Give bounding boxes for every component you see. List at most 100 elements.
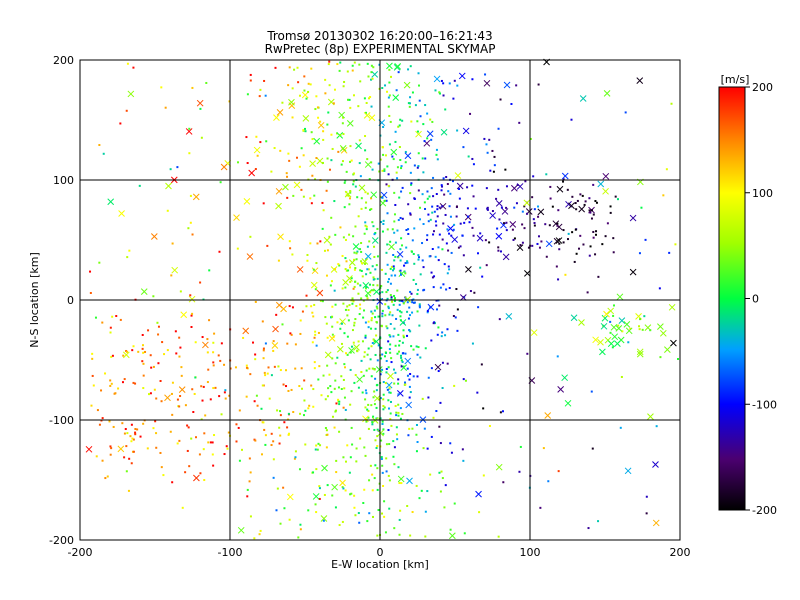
data-point <box>570 118 573 121</box>
data-point-cross <box>339 145 347 152</box>
data-point <box>253 537 256 540</box>
data-point <box>340 375 343 378</box>
data-point <box>349 160 352 163</box>
data-point <box>110 447 113 450</box>
data-point <box>418 303 421 306</box>
data-point <box>364 191 367 194</box>
data-point <box>179 395 182 398</box>
data-point <box>378 170 381 173</box>
data-point <box>407 317 410 320</box>
data-point <box>341 122 344 125</box>
data-point <box>142 351 145 354</box>
data-point <box>209 398 212 401</box>
data-point <box>318 497 321 500</box>
data-point <box>398 310 401 313</box>
data-point <box>304 409 307 412</box>
data-point <box>424 104 427 107</box>
data-point <box>191 312 194 315</box>
data-point <box>412 348 415 351</box>
data-point <box>337 263 340 266</box>
data-point <box>159 451 162 454</box>
data-point <box>377 509 380 512</box>
data-point <box>384 272 387 275</box>
data-point <box>312 315 315 318</box>
data-point <box>374 439 377 442</box>
data-point <box>486 208 489 211</box>
data-point <box>365 228 368 231</box>
data-point <box>526 352 529 355</box>
data-point-cross <box>140 288 148 295</box>
data-point <box>186 449 189 452</box>
data-point <box>436 205 439 208</box>
data-point <box>432 233 435 236</box>
data-point <box>317 116 320 119</box>
data-point <box>171 413 174 416</box>
data-point <box>420 489 423 492</box>
data-point <box>200 385 203 388</box>
chart-title: Tromsø 20130302 16:20:00–16:21:43 <box>266 29 492 43</box>
data-point <box>311 138 314 141</box>
data-point-cross <box>489 212 497 219</box>
data-point <box>448 268 451 271</box>
data-point <box>409 534 412 537</box>
data-point <box>360 269 363 272</box>
data-point <box>190 437 193 440</box>
data-point <box>497 535 500 538</box>
data-point <box>382 484 385 487</box>
data-point <box>444 484 447 487</box>
data-point <box>202 448 205 451</box>
data-point <box>314 448 317 451</box>
data-point <box>367 403 370 406</box>
data-point <box>275 313 278 316</box>
data-point <box>309 197 312 200</box>
data-point <box>389 418 392 421</box>
data-point <box>338 403 341 406</box>
data-point <box>364 287 367 290</box>
data-point <box>383 355 386 358</box>
data-point <box>399 248 402 251</box>
data-point <box>343 396 346 399</box>
data-point <box>360 242 363 245</box>
data-point <box>391 300 394 303</box>
data-point <box>260 453 263 456</box>
data-point <box>253 400 256 403</box>
data-point <box>526 212 529 215</box>
data-point <box>479 232 482 235</box>
data-point <box>417 346 420 349</box>
data-point <box>410 182 413 185</box>
data-point <box>353 61 356 64</box>
data-point-cross <box>233 214 240 221</box>
data-point <box>385 325 388 328</box>
data-point <box>443 263 446 266</box>
data-point <box>621 330 624 333</box>
data-point <box>346 353 349 356</box>
data-point <box>373 428 376 431</box>
data-point <box>455 215 458 218</box>
data-point <box>126 256 129 259</box>
data-point <box>445 288 448 291</box>
data-point <box>355 460 358 463</box>
data-point <box>361 340 364 343</box>
data-point <box>302 129 305 132</box>
data-point <box>589 211 592 214</box>
data-point-cross <box>597 338 604 346</box>
data-point <box>639 318 642 321</box>
data-point <box>240 448 243 451</box>
data-point <box>381 471 384 474</box>
data-point <box>345 170 348 173</box>
data-point <box>638 325 641 328</box>
data-point <box>184 471 187 474</box>
data-point <box>356 350 359 353</box>
data-point <box>521 241 524 244</box>
data-point <box>327 63 330 66</box>
data-point-cross <box>237 526 245 534</box>
data-point <box>131 349 134 352</box>
data-point <box>438 304 441 307</box>
data-point <box>313 336 316 339</box>
data-point <box>348 203 351 206</box>
data-point <box>365 273 368 276</box>
data-point <box>376 488 379 491</box>
data-point <box>288 159 291 162</box>
data-point <box>362 316 365 319</box>
data-point <box>414 104 417 107</box>
